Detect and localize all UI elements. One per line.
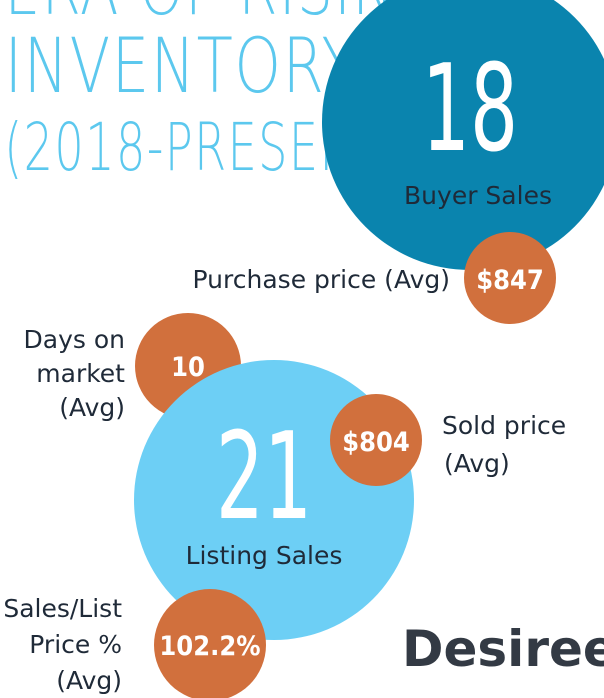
- saleslist-label: Sales/List: [3, 594, 122, 623]
- purchase-circle: [464, 232, 556, 324]
- days-label: Days on: [24, 325, 125, 354]
- sold-label: (Avg): [444, 449, 510, 478]
- days-value: 10: [171, 352, 205, 383]
- sold-value: $804: [342, 427, 410, 458]
- saleslist-label: (Avg): [56, 666, 122, 695]
- buyer-label: Buyer Sales: [404, 181, 552, 210]
- saleslist-value: 102.2%: [159, 631, 260, 662]
- saleslist-label: Price %: [29, 630, 122, 659]
- purchase-label: Purchase price (Avg): [193, 265, 450, 294]
- sold-label: Sold price: [442, 411, 566, 440]
- days-label: (Avg): [59, 393, 125, 422]
- purchase-value: $847: [476, 265, 544, 296]
- sold-circle: [330, 394, 422, 486]
- title-line: INVENTORY: [5, 23, 360, 111]
- saleslist-circle: [154, 589, 266, 698]
- listing-label: Listing Sales: [186, 541, 343, 570]
- buyer-circle: [322, 0, 604, 270]
- listing-number: 21: [216, 408, 312, 547]
- brand: Desiree: [402, 620, 604, 678]
- buyer-number: 18: [422, 40, 518, 179]
- days-label: market: [36, 359, 125, 388]
